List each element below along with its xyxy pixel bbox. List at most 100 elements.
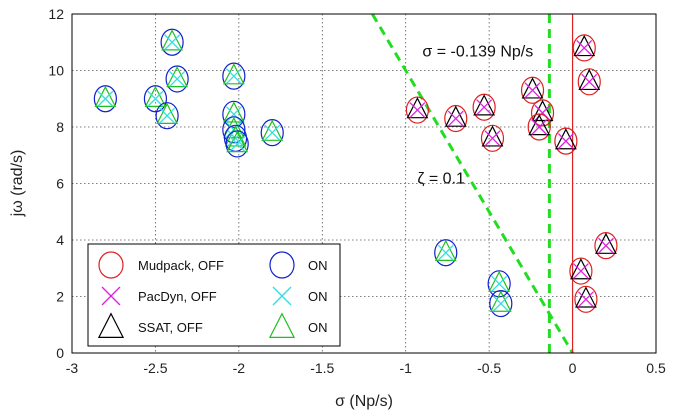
cross-marker [447,110,464,127]
on-mode-point [434,239,458,267]
cross-marker [491,275,508,292]
y-tick-label: 10 [48,63,64,79]
triangle-marker [573,34,596,57]
cross-marker [164,34,181,51]
triangle-marker [94,85,117,108]
cross-marker [272,286,292,306]
triangle-marker [489,290,512,312]
cross-marker [225,106,242,123]
x-tick-label: -2.5 [143,360,167,376]
cross-marker [557,133,574,150]
y-tick-label: 4 [56,232,64,248]
x-tick-label: -3 [66,360,79,376]
cross-marker [524,82,541,99]
y-axis-title: jω (rad/s) [9,150,26,218]
on-mode-point [160,28,184,56]
on-mode-point [222,100,246,128]
x-tick-label: -2 [233,360,246,376]
y-tick-label: 2 [56,289,64,305]
off-mode-point [577,68,601,96]
cross-marker [229,135,246,152]
legend-box [87,243,341,347]
off-mode-point [405,96,429,124]
cross-marker [227,130,244,147]
cross-marker [97,90,114,107]
triangle-marker [444,105,467,127]
x-tick-label: -1.5 [310,360,334,376]
on-mode-point [222,62,246,90]
circle-marker [269,251,295,279]
triangle-marker [166,65,189,88]
triangle-marker [521,77,544,99]
triangle-marker [222,63,245,85]
triangle-marker [578,68,601,91]
triangle-marker [144,85,167,108]
legend-symbol-triangle [97,312,125,338]
data-markers [93,28,618,318]
triangle-marker [268,312,296,338]
cross-marker [159,107,176,124]
cross-marker [597,237,614,254]
legend-symbol-cross [101,286,121,306]
triangle-marker [473,94,496,116]
legend-symbol-circle [98,251,124,279]
triangle-marker [261,119,284,141]
triangle-marker [481,125,504,147]
triangle-marker [226,130,249,153]
legend-symbol-circle [269,251,295,279]
triangle-marker [570,258,592,280]
x-tick-label: -1 [399,360,412,376]
off-mode-point [472,93,496,121]
x-tick-label: 0.5 [646,360,666,376]
cross-marker [437,244,454,261]
cross-marker [476,99,493,116]
cross-marker [169,71,186,87]
x-tick-label: 0 [569,360,577,376]
cross-marker [576,39,593,56]
legend: Mudpack, OFF ON PacDyn, OFF ON SSAT, OFF… [87,243,341,347]
triangle-marker [222,101,245,123]
reference-line-zeta_line [371,13,574,354]
triangle-marker [555,128,577,150]
off-mode-point [594,232,618,260]
legend-label-ssat-off: SSAT, OFF [138,320,203,335]
legend-label-mudpack-off: Mudpack, OFF [138,258,224,273]
y-tick-label: 0 [56,345,64,361]
cross-marker [225,68,242,85]
cross-marker [147,90,164,107]
off-mode-point [480,124,505,152]
triangle-marker [156,102,178,124]
off-mode-point [444,104,468,133]
off-mode-point [520,76,545,104]
y-tick-label: 8 [56,119,64,135]
cross-marker [572,263,589,280]
off-mode-point [574,285,598,313]
tick-labels: -3 -2.5 -2 -1.5 -1 -0.5 0 0.5 0 2 4 6 8 10 12 [48,6,666,376]
on-mode-point [487,270,511,298]
y-tick-label: 12 [48,6,64,22]
cross-marker [531,119,548,135]
plot-frame [71,13,657,354]
legend-symbols [97,251,296,338]
triangle-marker [488,270,511,293]
legend-symbol-triangle [268,312,296,338]
on-mode-point [489,289,513,318]
triangle-marker [161,29,183,51]
legend-label-ssat-on: ON [308,320,328,335]
off-mode-point [572,34,596,62]
cross-marker [409,102,426,119]
triangle-marker [406,97,429,119]
triangle-marker [528,113,551,136]
on-mode-point [155,102,179,130]
triangle-marker [434,239,457,261]
off-mode-point [527,113,551,141]
legend-symbol-cross [272,286,292,306]
cross-marker [101,286,121,306]
triangle-marker [97,312,125,338]
cross-marker [492,295,509,312]
reference-lines [371,13,574,354]
off-mode-point [554,127,578,155]
legend-label-mudpack-on: ON [308,258,328,273]
legend-label-pacdyn-off: PacDyn, OFF [138,289,217,304]
on-mode-point [260,119,284,147]
